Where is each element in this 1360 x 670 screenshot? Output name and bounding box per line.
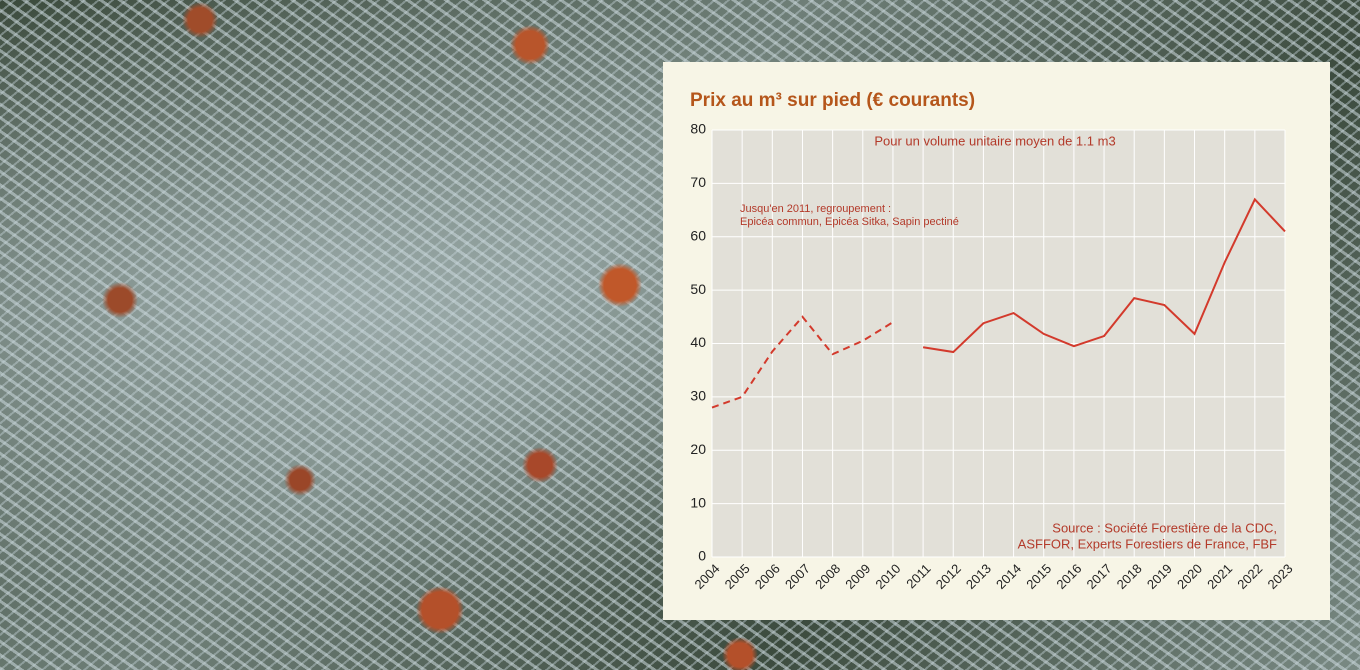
x-tick-label: 2020 — [1174, 561, 1205, 592]
line-series — [922, 197, 1286, 354]
x-tick-label: 2011 — [903, 561, 933, 591]
x-tick-label: 2010 — [872, 561, 903, 592]
x-tick-label: 2008 — [812, 561, 843, 592]
source: ASFFOR, Experts Forestiers de France, FB… — [1018, 536, 1277, 551]
y-tick-label: 20 — [690, 441, 706, 457]
x-tick-label: 2006 — [752, 561, 783, 592]
x-tick-label: 2016 — [1053, 561, 1084, 592]
x-tick-label: 2014 — [993, 561, 1024, 592]
subtitle: Pour un volume unitaire moyen de 1.1 m3 — [874, 133, 1115, 148]
annotation: Jusqu'en 2011, regroupement : — [740, 203, 891, 215]
source: Source : Société Forestière de la CDC, — [1052, 520, 1277, 535]
x-tick-label: 2018 — [1114, 561, 1145, 592]
chart-title: Prix au m³ sur pied (€ courants) — [690, 90, 975, 111]
x-tick-label: 2019 — [1144, 561, 1175, 592]
x-tick-label: 2004 — [691, 561, 722, 592]
x-tick-label: 2015 — [1023, 561, 1054, 592]
x-tick-label: 2022 — [1234, 561, 1265, 592]
y-tick-label: 40 — [690, 334, 706, 350]
x-tick-label: 2023 — [1264, 561, 1295, 592]
x-tick-label: 2021 — [1204, 561, 1235, 592]
y-tick-label: 80 — [690, 121, 706, 137]
y-tick-label: 70 — [690, 174, 706, 190]
x-tick-label: 2012 — [933, 561, 964, 592]
x-tick-label: 2007 — [782, 561, 813, 592]
y-tick-label: 10 — [690, 494, 706, 510]
y-tick-label: 50 — [690, 281, 706, 297]
y-tick-label: 60 — [690, 227, 706, 243]
x-tick-label: 2017 — [1084, 561, 1115, 592]
x-tick-label: 2009 — [842, 561, 873, 592]
x-tick-label: 2005 — [722, 561, 753, 592]
y-tick-label: 0 — [698, 548, 706, 564]
annotation: Epicéa commun, Epicéa Sitka, Sapin pecti… — [740, 216, 959, 228]
x-tick-label: 2013 — [963, 561, 994, 592]
y-tick-label: 30 — [690, 388, 706, 404]
line-series — [711, 315, 894, 409]
